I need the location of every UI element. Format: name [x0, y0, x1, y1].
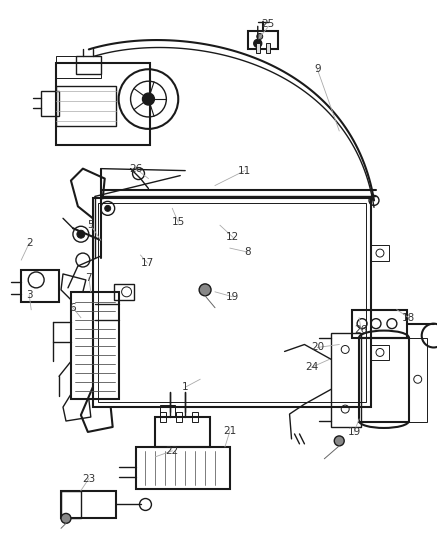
Text: 3: 3 [26, 290, 32, 300]
Text: 20: 20 [311, 343, 324, 352]
Circle shape [257, 34, 263, 39]
Bar [331, 333, 361, 427]
Bar [359, 337, 409, 422]
Text: 12: 12 [226, 232, 240, 242]
Circle shape [334, 436, 344, 446]
Text: 26: 26 [354, 325, 368, 335]
Bar [114, 284, 134, 300]
Circle shape [254, 39, 262, 47]
Text: 22: 22 [166, 446, 179, 456]
Text: 7: 7 [85, 273, 92, 283]
Text: 1: 1 [182, 382, 188, 392]
Circle shape [199, 284, 211, 296]
Bar [371, 344, 389, 360]
Circle shape [77, 230, 85, 238]
Bar [61, 490, 116, 519]
Bar [98, 204, 366, 402]
Bar [56, 63, 150, 145]
Text: 9: 9 [314, 64, 321, 74]
Text: 15: 15 [172, 217, 185, 227]
Text: 2: 2 [26, 238, 32, 248]
Bar [371, 245, 389, 261]
Text: 17: 17 [141, 258, 154, 268]
Bar [266, 43, 270, 53]
Text: 23: 23 [82, 474, 95, 483]
Circle shape [61, 513, 71, 523]
Bar [56, 56, 101, 78]
Circle shape [142, 93, 155, 105]
Text: 24: 24 [305, 362, 318, 373]
Bar [176, 412, 182, 422]
Text: 25: 25 [261, 19, 274, 29]
Text: 19: 19 [347, 427, 361, 437]
Bar [56, 86, 116, 126]
Text: 21: 21 [223, 426, 237, 436]
Text: 11: 11 [238, 166, 251, 175]
Bar [135, 447, 230, 489]
Text: 18: 18 [402, 313, 415, 322]
Text: 8: 8 [244, 247, 251, 257]
Bar [160, 412, 166, 422]
Text: 5: 5 [88, 220, 94, 230]
Bar [61, 490, 81, 519]
Bar [93, 198, 371, 407]
Bar [21, 270, 59, 302]
Bar [71, 292, 119, 399]
Text: 6: 6 [70, 303, 76, 313]
Text: 26: 26 [129, 164, 142, 174]
Bar [41, 91, 59, 116]
Bar [409, 337, 427, 422]
Bar [76, 56, 101, 74]
Text: 19: 19 [226, 292, 240, 302]
Bar [256, 43, 260, 53]
Bar [160, 405, 175, 417]
Bar [248, 31, 278, 50]
Bar [352, 310, 407, 337]
Circle shape [105, 205, 111, 212]
Bar [155, 417, 210, 447]
Bar [192, 412, 198, 422]
